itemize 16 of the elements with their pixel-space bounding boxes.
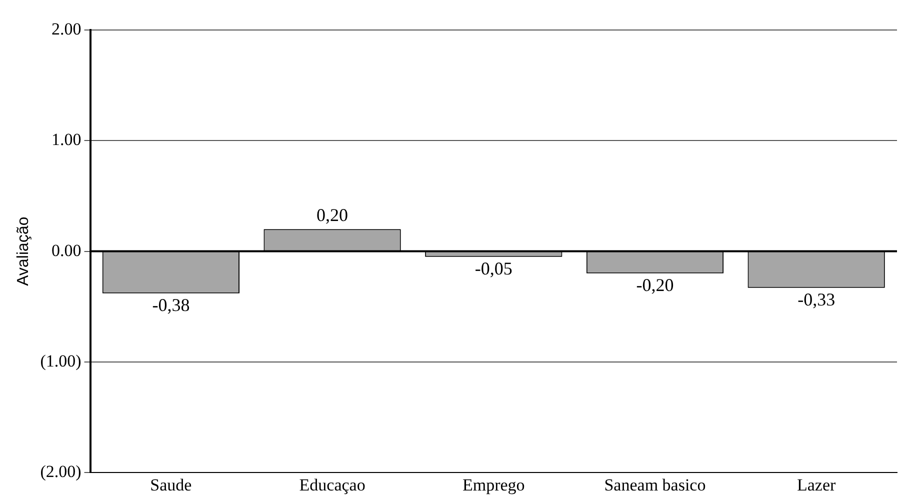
y-tick-label: (2.00): [40, 462, 82, 482]
y-tick-label: 2.00: [52, 19, 82, 38]
x-tick-label: Educaçao: [299, 475, 366, 494]
y-tick-label: 0.00: [52, 240, 82, 260]
data-label: 0,20: [316, 204, 348, 225]
data-label: -0,33: [798, 290, 836, 310]
x-tick-label: Emprego: [462, 475, 525, 494]
data-label: -0,38: [152, 295, 190, 316]
y-tick-label: 1.00: [52, 130, 82, 150]
x-tick-label: Saude: [150, 475, 192, 494]
x-tick-label: Saneam basico: [604, 475, 706, 494]
data-label: -0,05: [474, 258, 512, 279]
y-tick-label: (1.00): [40, 351, 82, 370]
x-tick-label: Lazer: [796, 475, 836, 494]
data-label: -0,20: [636, 275, 674, 296]
y-axis-title: Avaliação: [15, 216, 32, 286]
